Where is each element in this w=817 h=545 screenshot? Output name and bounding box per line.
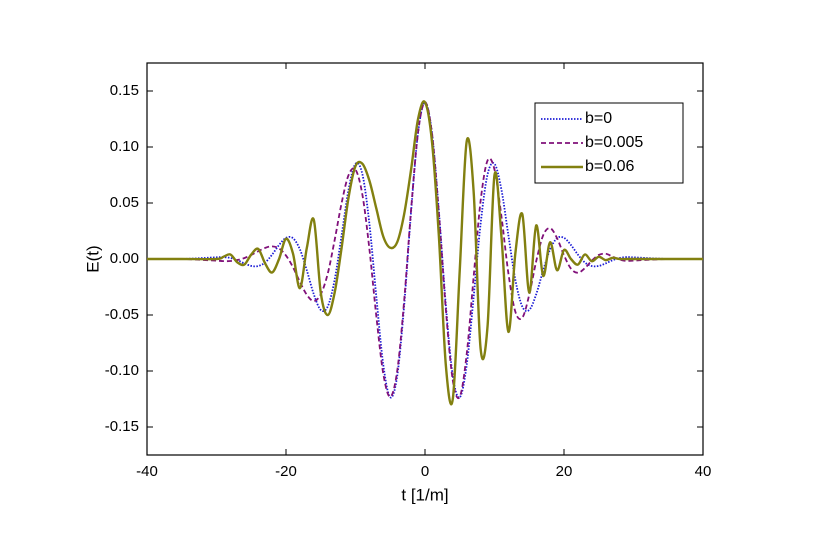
y-tick-label: 0.00 <box>110 250 139 267</box>
legend-box <box>534 102 684 184</box>
x-axis-label: t [1/m] <box>401 485 448 504</box>
x-tick-label: -20 <box>275 463 297 480</box>
legend-label: b=0.005 <box>585 134 643 151</box>
y-axis-label: E(t) <box>83 245 102 272</box>
legend-label: b=0 <box>585 110 612 127</box>
x-tick-label: 20 <box>556 463 573 480</box>
x-tick-label: -40 <box>136 463 158 480</box>
y-tick-label: 0.05 <box>110 194 139 211</box>
legend-label: b=0.06 <box>585 158 634 175</box>
y-tick-label: 0.10 <box>110 138 139 155</box>
data-line <box>147 100 703 406</box>
data-line <box>146 101 704 399</box>
y-tick-label: 0.15 <box>110 82 139 99</box>
x-tick-label: 40 <box>695 463 712 480</box>
x-tick-label: 0 <box>421 463 429 480</box>
y-tick-label: -0.05 <box>105 306 139 323</box>
y-tick-label: -0.10 <box>105 362 139 379</box>
y-tick-label: -0.15 <box>105 418 139 435</box>
